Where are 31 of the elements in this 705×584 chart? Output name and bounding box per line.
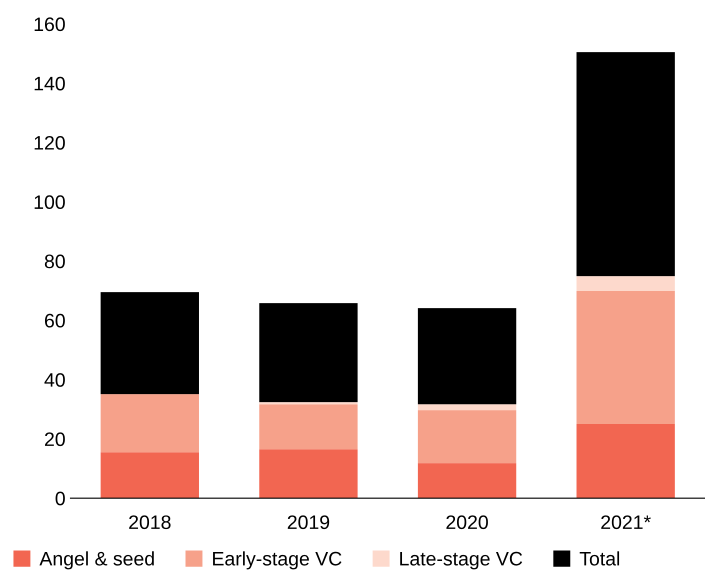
y-tick-label: 140 (34, 76, 65, 90)
x-tick-label: 2021* (601, 515, 651, 530)
y-tick-label: 120 (34, 136, 65, 150)
x-tick-label: 2018 (129, 515, 171, 530)
legend-label: Angel & seed (39, 551, 154, 570)
y-tick-label: 80 (44, 254, 65, 268)
bar (418, 463, 516, 498)
legend-label: Late-stage VC (400, 552, 522, 570)
bar (100, 452, 199, 498)
bar (259, 303, 358, 402)
y-tick-label: 20 (44, 432, 65, 446)
bar (418, 308, 516, 404)
y-tick-label: 40 (44, 373, 65, 387)
bar (576, 424, 675, 498)
bar (100, 394, 199, 452)
bar (100, 292, 199, 394)
legend-label: Total (580, 551, 620, 566)
bar (418, 404, 516, 410)
y-tick-label: 100 (34, 195, 65, 210)
bar (259, 404, 358, 450)
bar (259, 449, 358, 498)
x-tick-label: 2019 (288, 515, 330, 530)
y-tick-label: 160 (34, 17, 65, 32)
y-tick-label: 60 (45, 314, 65, 328)
bar (418, 410, 516, 464)
x-tick-label: 2020 (446, 515, 488, 530)
bar (576, 276, 675, 291)
bar (576, 52, 675, 276)
legend-label: Early-stage VC (213, 551, 342, 570)
bar (576, 290, 675, 424)
y-tick-label: 0 (56, 492, 65, 506)
